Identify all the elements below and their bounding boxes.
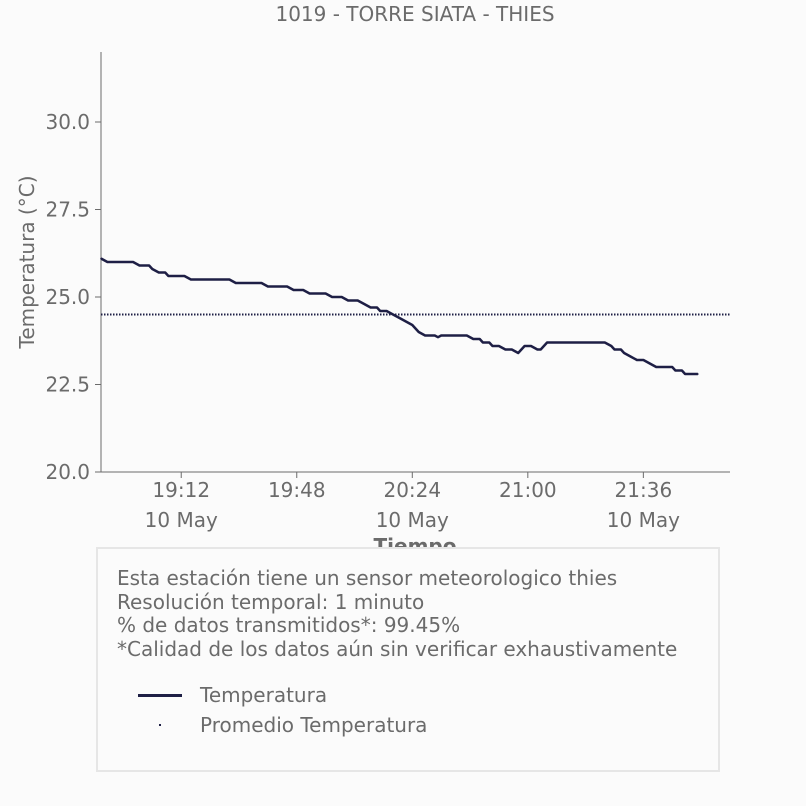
- legend-line-swatch: [138, 694, 182, 697]
- temperature-point: [234, 282, 237, 284]
- temperature-point: [613, 348, 616, 351]
- legend-label-temperatura: Temperatura: [200, 683, 328, 707]
- temperature-point: [106, 261, 109, 263]
- temperature-point: [340, 296, 343, 298]
- temperature-point: [488, 341, 491, 344]
- temperature-point: [151, 268, 154, 270]
- temperature-point: [286, 285, 288, 288]
- y-tick-label: 27.5: [45, 198, 90, 222]
- temperature-point: [604, 341, 606, 344]
- temperature-point: [523, 345, 526, 347]
- info-resolution-line: Resolución temporal: 1 minuto: [117, 589, 425, 614]
- temperature-point: [260, 282, 263, 284]
- temperature-point: [620, 348, 622, 351]
- temperature-point: [536, 348, 539, 351]
- info-sensor-line: Esta estación tiene un sensor meteorolog…: [117, 566, 618, 590]
- temperature-point: [100, 257, 102, 260]
- temperature-point: [302, 289, 304, 291]
- station-info-text: Esta estación tiene un sensor meteorolog…: [117, 566, 678, 661]
- temperature-point: [132, 261, 134, 263]
- y-tick-label: 25.0: [45, 285, 90, 309]
- temperature-point: [369, 306, 372, 309]
- temperature-point: [148, 264, 150, 267]
- temperature-point: [267, 285, 269, 288]
- temperature-point: [433, 334, 436, 337]
- temperature-point: [491, 345, 494, 347]
- temperature-point: [440, 334, 442, 337]
- temperature-point: [324, 292, 327, 295]
- temperature-point: [552, 341, 555, 344]
- temperature-point: [642, 359, 645, 361]
- y-tick-label: 20.0: [45, 460, 90, 484]
- temperature-point: [308, 292, 311, 295]
- x-tick-time-label: 20:24: [383, 478, 441, 502]
- temperature-point: [228, 278, 231, 281]
- y-tick-label: 30.0: [45, 110, 90, 134]
- x-tick-time-label: 19:12: [152, 478, 210, 502]
- temperature-point: [392, 313, 394, 316]
- x-tick-time-label: 19:48: [268, 478, 326, 502]
- temperature-point: [157, 271, 160, 274]
- temperature-point: [190, 278, 192, 281]
- x-tick-date-label: 10 May: [145, 508, 218, 532]
- temperature-point: [347, 299, 349, 302]
- y-axis-label: Temperatura (°C): [15, 175, 39, 349]
- temperature-point: [405, 320, 407, 323]
- temperature-point: [437, 336, 439, 339]
- temperature-point: [530, 345, 532, 347]
- temperature-point: [183, 275, 186, 277]
- temperature-point: [629, 355, 632, 358]
- temperature-point: [466, 334, 468, 337]
- temperature-point: [164, 271, 166, 274]
- temperature-point: [363, 303, 365, 305]
- info-transmitted-line: % de datos transmitidos*: 99.45%: [117, 613, 461, 637]
- x-tick-time-label: 21:36: [615, 478, 673, 502]
- x-tick-time-label: 21:00: [499, 478, 557, 502]
- temperature-point: [417, 331, 420, 333]
- temperature-point: [424, 334, 426, 337]
- temperature-point: [411, 324, 414, 326]
- temperature-point: [510, 348, 513, 351]
- temperature-point: [610, 345, 613, 347]
- info-quality-line: *Calidad de los datos aún sin verificar …: [117, 636, 678, 661]
- temperature-point: [331, 296, 333, 298]
- temperature-point: [478, 338, 481, 340]
- temperature-point: [697, 373, 699, 375]
- temperature-point: [684, 373, 686, 375]
- temperature-point: [520, 348, 523, 351]
- temperature-point: [546, 341, 548, 344]
- temperature-point: [482, 341, 484, 344]
- temperature-point: [504, 348, 507, 351]
- temperature-point: [681, 369, 683, 372]
- temperature-point: [292, 289, 295, 291]
- legend-dot-swatch: [159, 724, 161, 726]
- temperature-point: [648, 362, 651, 365]
- temperature-point: [655, 366, 657, 368]
- legend-label-promedio: Promedio Temperatura: [200, 713, 428, 737]
- temperature-series-line: [100, 257, 698, 376]
- temperature-point: [671, 366, 674, 368]
- x-tick-date-label: 10 May: [376, 508, 449, 532]
- temperature-point: [379, 310, 381, 312]
- temperature-point: [167, 275, 170, 277]
- y-tick-label: 22.5: [45, 373, 90, 397]
- temperature-chart: 1019 - TORRE SIATA - THIES Temperatura (…: [15, 2, 730, 558]
- temperature-point: [636, 359, 638, 361]
- temperature-point: [138, 264, 141, 267]
- x-tick-date-label: 10 May: [607, 508, 680, 532]
- temperature-point: [398, 317, 401, 319]
- temperature-point: [385, 310, 388, 312]
- temperature-point: [623, 352, 625, 354]
- temperature-point: [517, 352, 519, 354]
- temperature-point: [376, 306, 378, 309]
- temperature-point: [498, 345, 500, 347]
- temperature-point: [472, 338, 475, 340]
- chart-title: 1019 - TORRE SIATA - THIES: [275, 2, 554, 26]
- temperature-point: [674, 369, 677, 372]
- temperature-point: [356, 299, 359, 302]
- station-info-box: Esta estación tiene un sensor meteorolog…: [96, 547, 720, 772]
- temperature-point: [539, 348, 542, 351]
